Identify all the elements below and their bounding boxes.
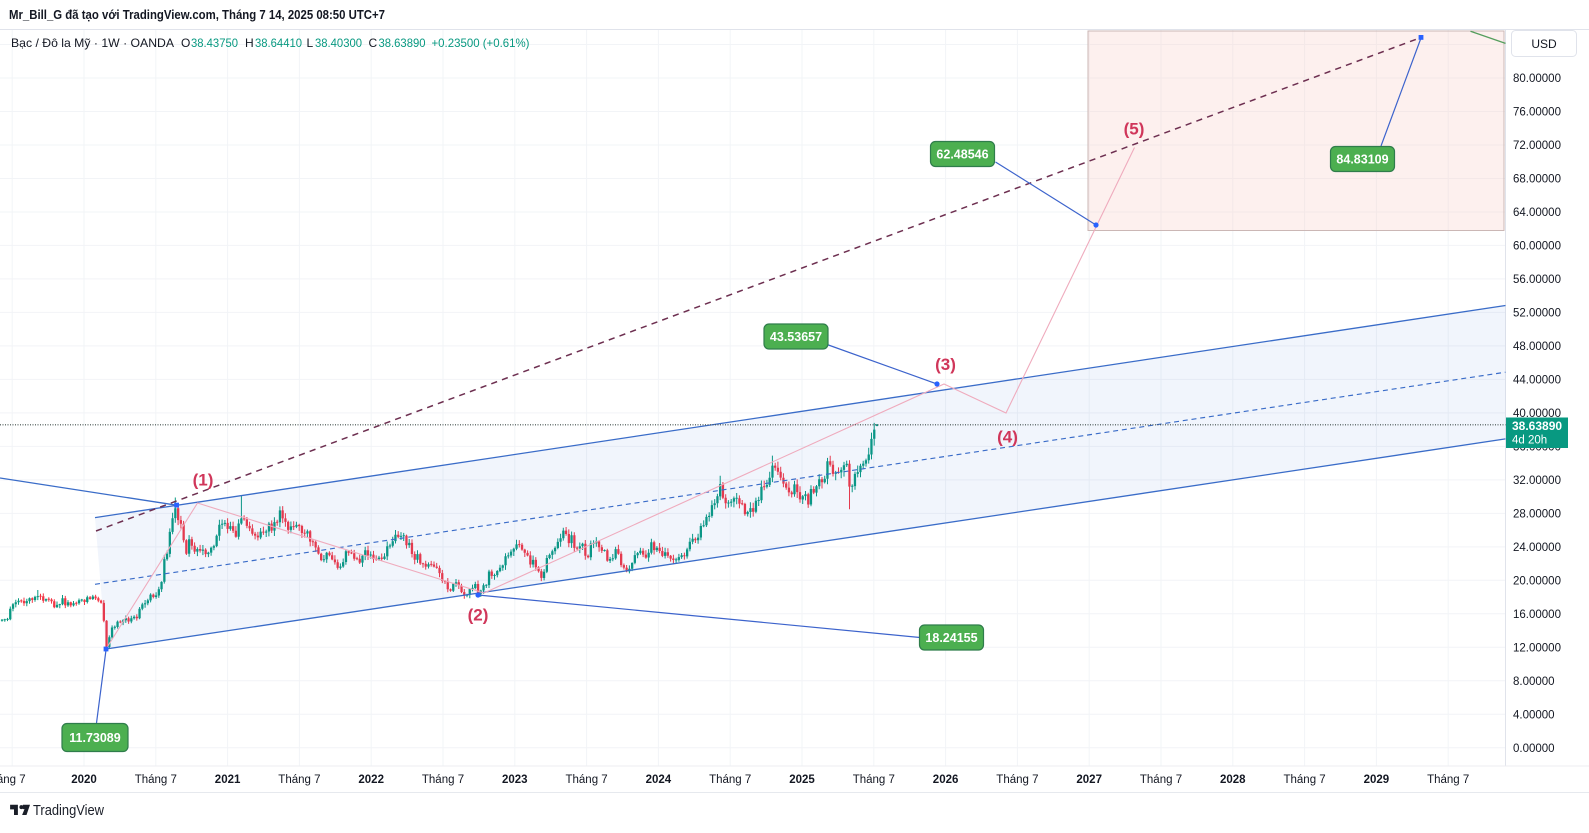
- svg-text:40.00000: 40.00000: [1513, 408, 1561, 420]
- svg-text:62.48546: 62.48546: [936, 148, 988, 162]
- svg-text:2029: 2029: [1364, 774, 1390, 786]
- svg-text:4d 20h: 4d 20h: [1512, 435, 1547, 447]
- svg-text:18.24155: 18.24155: [925, 631, 977, 645]
- svg-text:(5): (5): [1124, 120, 1145, 139]
- svg-text:16.00000: 16.00000: [1513, 609, 1561, 621]
- svg-text:8.00000: 8.00000: [1513, 676, 1555, 688]
- svg-text:Tháng 7: Tháng 7: [422, 774, 464, 786]
- svg-text:43.53657: 43.53657: [770, 330, 822, 344]
- svg-text:4.00000: 4.00000: [1513, 709, 1555, 721]
- svg-text:76.00000: 76.00000: [1513, 107, 1561, 119]
- svg-text:2026: 2026: [933, 774, 959, 786]
- svg-text:44.00000: 44.00000: [1513, 374, 1561, 386]
- svg-text:2028: 2028: [1220, 774, 1246, 786]
- svg-text:2027: 2027: [1076, 774, 1102, 786]
- svg-text:72.00000: 72.00000: [1513, 140, 1561, 152]
- svg-text:32.00000: 32.00000: [1513, 475, 1561, 487]
- svg-text:USD: USD: [1531, 37, 1557, 51]
- svg-text:(3): (3): [935, 355, 956, 374]
- svg-text:48.00000: 48.00000: [1513, 341, 1561, 353]
- svg-text:52.00000: 52.00000: [1513, 307, 1561, 319]
- svg-text:Tháng 7: Tháng 7: [135, 774, 177, 786]
- svg-text:38.63890: 38.63890: [1512, 419, 1562, 433]
- svg-text:Tháng 7: Tháng 7: [1283, 774, 1325, 786]
- svg-text:2022: 2022: [358, 774, 384, 786]
- svg-text:Tháng 7: Tháng 7: [853, 774, 895, 786]
- svg-text:Tháng 7: Tháng 7: [565, 774, 607, 786]
- svg-text:80.00000: 80.00000: [1513, 73, 1561, 85]
- svg-text:Mr_Bill_G đã tạo với TradingVi: Mr_Bill_G đã tạo với TradingView.com, Th…: [9, 8, 385, 22]
- svg-text:64.00000: 64.00000: [1513, 207, 1561, 219]
- svg-text:2023: 2023: [502, 774, 528, 786]
- svg-text:11.73089: 11.73089: [69, 731, 120, 745]
- svg-text:56.00000: 56.00000: [1513, 274, 1561, 286]
- svg-text:2024: 2024: [646, 774, 672, 786]
- svg-text:2020: 2020: [71, 774, 97, 786]
- svg-text:68.00000: 68.00000: [1513, 174, 1561, 186]
- svg-text:20.00000: 20.00000: [1513, 575, 1561, 587]
- svg-text:Tháng 7: Tháng 7: [278, 774, 320, 786]
- svg-text:2021: 2021: [215, 774, 241, 786]
- svg-text:0.00000: 0.00000: [1513, 743, 1555, 755]
- svg-text:(2): (2): [468, 606, 489, 625]
- svg-text:Tháng 7: Tháng 7: [1140, 774, 1182, 786]
- svg-text:(1): (1): [193, 471, 214, 490]
- svg-text:Tháng 7: Tháng 7: [1427, 774, 1469, 786]
- svg-text:60.00000: 60.00000: [1513, 240, 1561, 252]
- svg-text:12.00000: 12.00000: [1513, 642, 1561, 654]
- svg-text:84.83109: 84.83109: [1336, 153, 1388, 167]
- svg-text:Tháng 7: Tháng 7: [996, 774, 1038, 786]
- svg-text:24.00000: 24.00000: [1513, 542, 1561, 554]
- svg-text:TradingView: TradingView: [33, 803, 104, 819]
- svg-text:Tháng 7: Tháng 7: [0, 774, 26, 786]
- svg-text:2025: 2025: [789, 774, 815, 786]
- svg-text:(4): (4): [997, 428, 1018, 447]
- svg-text:28.00000: 28.00000: [1513, 508, 1561, 520]
- svg-text:Tháng 7: Tháng 7: [709, 774, 751, 786]
